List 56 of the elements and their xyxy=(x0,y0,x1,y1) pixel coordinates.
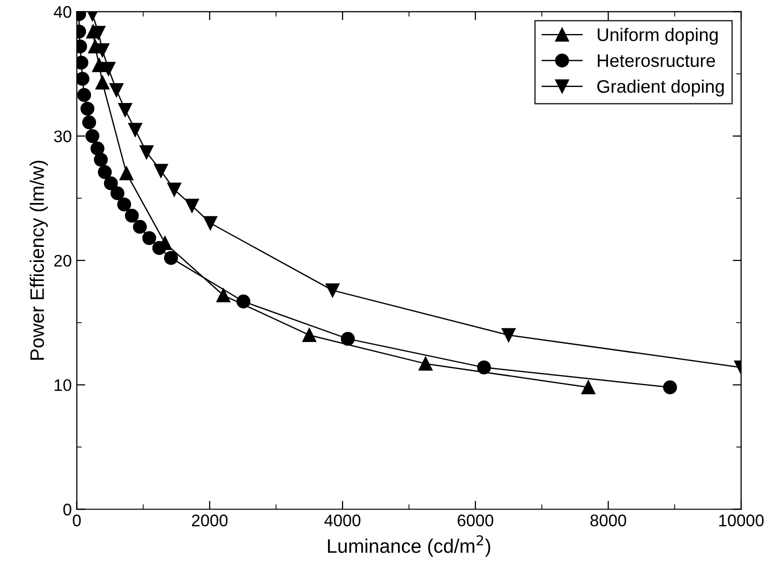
point xyxy=(502,328,516,342)
point xyxy=(96,76,110,90)
point xyxy=(132,220,147,234)
point xyxy=(110,83,124,97)
point xyxy=(140,145,154,160)
x-tick-label: 6000 xyxy=(458,514,494,526)
point xyxy=(85,129,100,143)
point xyxy=(118,102,132,117)
legend-label: Uniform doping xyxy=(598,28,718,45)
x-tick-label: 0 xyxy=(72,514,81,526)
point xyxy=(98,165,112,180)
point xyxy=(128,122,142,137)
point xyxy=(216,288,230,302)
point xyxy=(167,182,182,196)
y-tick-label: 0 xyxy=(63,504,72,516)
point xyxy=(142,231,156,245)
point xyxy=(581,380,596,394)
point xyxy=(185,198,199,213)
point xyxy=(92,26,106,40)
point xyxy=(92,58,106,72)
point xyxy=(90,142,104,156)
legend-label: Heterosructure xyxy=(598,54,716,68)
point xyxy=(302,328,316,342)
point xyxy=(120,166,134,180)
point xyxy=(76,72,90,86)
point xyxy=(152,241,166,255)
point xyxy=(110,186,124,200)
x-axis-title: Luminance (cd/m$^{2}$) xyxy=(328,535,490,557)
x-tick-label: 8000 xyxy=(590,514,626,526)
y-tick-label: 30 xyxy=(54,130,72,142)
point xyxy=(340,332,355,346)
y-tick-label: 10 xyxy=(54,379,72,392)
point xyxy=(663,380,677,394)
point xyxy=(94,152,108,167)
point xyxy=(104,176,118,190)
legend-label: Gradient doping xyxy=(597,80,724,96)
point xyxy=(102,62,116,76)
x-tick-label: 2000 xyxy=(192,514,228,526)
x-tick-label: 10000 xyxy=(719,514,764,526)
point xyxy=(124,208,139,223)
point xyxy=(418,356,433,371)
point xyxy=(477,360,491,374)
point xyxy=(96,43,110,58)
point xyxy=(326,283,340,298)
y-tick-label: 20 xyxy=(54,254,72,267)
point xyxy=(77,88,92,102)
point xyxy=(82,115,96,130)
point xyxy=(117,198,132,212)
point xyxy=(203,216,218,230)
point xyxy=(154,164,168,178)
y-axis-title: Power Efficiency (lm/w) xyxy=(30,160,48,360)
point xyxy=(236,294,250,308)
point xyxy=(80,102,94,116)
y-tick-label: 40 xyxy=(54,6,72,18)
x-tick-label: 4000 xyxy=(324,514,360,526)
point xyxy=(164,251,178,265)
